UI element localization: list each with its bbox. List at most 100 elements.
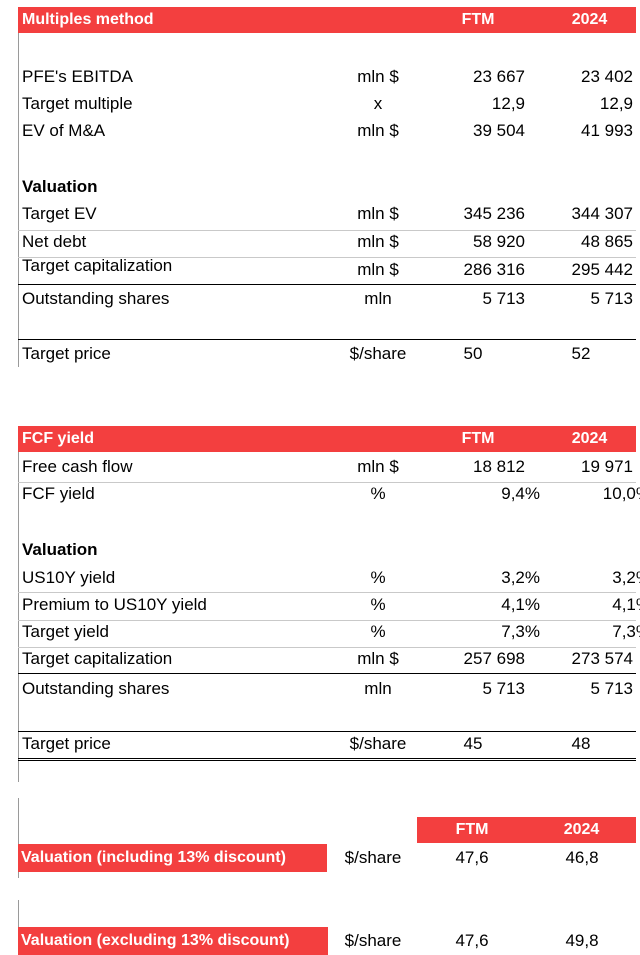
summary-label: Valuation (excluding 13% discount)	[18, 927, 328, 955]
col-header-2024: 2024	[563, 821, 600, 838]
value-2024: 23 402	[581, 67, 633, 86]
value-ftm: 3,2%	[501, 568, 540, 587]
row-unit: $/share	[344, 931, 402, 950]
value-ftm: 12,9	[491, 94, 525, 113]
table-row: Target multiple x 12,9 12,9	[18, 91, 636, 118]
col-header-2024: 2024	[571, 11, 608, 28]
table-row: Target EV mln $ 345 236 344 307	[18, 201, 636, 228]
value-ftm: 5 713	[482, 289, 525, 308]
row-unit: $/share	[344, 848, 402, 867]
value-ftm: 58 920	[473, 232, 525, 251]
row-label: Free cash flow	[22, 457, 133, 476]
row-label: US10Y yield	[22, 568, 116, 587]
value-ftm: 286 316	[463, 260, 525, 279]
summary-label-text: Valuation (excluding 13% discount)	[21, 932, 290, 949]
table-row: US10Y yield % 3,2% 3,2%	[18, 565, 640, 592]
row-separator	[18, 620, 636, 621]
target-price-row: Target price $/share 50 52	[18, 341, 636, 368]
value-2024: 273 574	[571, 649, 633, 668]
row-label: Target price	[22, 344, 111, 363]
value-ftm: 39 504	[473, 121, 525, 140]
row-label: Target price	[22, 734, 111, 753]
col-header-ftm: FTM	[455, 821, 489, 838]
total-separator	[18, 673, 636, 674]
fcf-header: FCF yield FTM 2024	[18, 426, 636, 452]
section-title: Multiples method	[22, 11, 154, 28]
value-ftm: 5 713	[482, 679, 525, 698]
row-separator	[18, 482, 636, 483]
row-unit: mln $	[357, 260, 399, 279]
row-label: Target yield	[22, 622, 109, 641]
summary-row-excluding: Valuation (excluding 13% discount) $/sha…	[18, 927, 636, 955]
value-ftm: 47,6	[455, 931, 489, 950]
col-header-ftm: FTM	[461, 11, 495, 28]
multiples-section: Multiples method FTM 2024 PFE's EBITDA m…	[18, 7, 636, 367]
row-label: Target capitalization	[22, 649, 173, 668]
bottom-double-rule	[18, 758, 636, 761]
value-2024: 5 713	[590, 679, 633, 698]
row-unit: mln $	[357, 649, 399, 668]
value-ftm: 45	[463, 734, 483, 753]
value-2024: 52	[571, 344, 591, 363]
price-separator	[18, 731, 636, 732]
value-2024: 41 993	[581, 121, 633, 140]
value-2024: 4,1%	[612, 595, 640, 614]
table-row: Outstanding shares mln 5 713 5 713	[18, 676, 636, 703]
row-separator	[18, 647, 636, 648]
valuation-subheading: Valuation	[18, 537, 636, 564]
value-ftm: 50	[463, 344, 483, 363]
value-2024: 3,2%	[612, 568, 640, 587]
multiples-header: Multiples method FTM 2024	[18, 7, 636, 33]
table-row: Premium to US10Y yield % 4,1% 4,1%	[18, 592, 640, 619]
summary-row-including: Valuation (including 13% discount) $/sha…	[18, 844, 636, 872]
row-unit: mln $	[357, 204, 399, 223]
value-2024: 295 442	[571, 260, 633, 279]
row-separator	[18, 257, 636, 258]
row-label: Target multiple	[22, 94, 133, 113]
total-separator	[18, 284, 636, 285]
fcf-section: FCF yield FTM 2024 Free cash flow mln $ …	[18, 426, 640, 782]
row-label: Premium to US10Y yield	[22, 595, 207, 614]
row-label: Net debt	[22, 232, 87, 251]
col-header-2024: 2024	[571, 430, 608, 447]
row-label: Outstanding shares	[22, 679, 170, 698]
row-separator	[18, 230, 636, 231]
value-ftm: 9,4%	[501, 484, 540, 503]
summary-label-text: Valuation (including 13% discount)	[21, 849, 286, 866]
price-separator	[18, 339, 636, 340]
subheading-label: Valuation	[22, 540, 98, 559]
summary-header: FTM 2024	[417, 817, 636, 843]
row-unit: mln	[364, 289, 392, 308]
left-border	[18, 798, 19, 878]
table-row: Target yield % 7,3% 7,3%	[18, 619, 640, 646]
table-row: Free cash flow mln $ 18 812 19 971	[18, 454, 636, 481]
row-unit: %	[370, 622, 386, 641]
row-unit: mln $	[357, 457, 399, 476]
value-ftm: 18 812	[473, 457, 525, 476]
value-2024: 49,8	[565, 931, 599, 950]
value-2024: 344 307	[571, 204, 633, 223]
table-row: Outstanding shares mln 5 713 5 713	[18, 286, 636, 313]
value-2024: 48 865	[581, 232, 633, 251]
value-2024: 19 971	[581, 457, 633, 476]
left-border	[18, 33, 19, 367]
row-unit: mln $	[357, 121, 399, 140]
valuation-subheading: Valuation	[18, 174, 636, 201]
table-row: PFE's EBITDA mln $ 23 667 23 402	[18, 64, 636, 91]
summary-label: Valuation (including 13% discount)	[18, 844, 327, 872]
subheading-label: Valuation	[22, 177, 98, 196]
value-2024: 5 713	[590, 289, 633, 308]
table-row: EV of M&A mln $ 39 504 41 993	[18, 118, 636, 145]
row-label: PFE's EBITDA	[22, 67, 133, 86]
value-2024: 12,9	[599, 94, 633, 113]
table-row: Target capitalization mln $ 286 316 295 …	[18, 255, 636, 282]
row-label: FCF yield	[22, 484, 95, 503]
value-ftm: 7,3%	[501, 622, 540, 641]
value-2024: 7,3%	[612, 622, 640, 641]
row-unit: mln $	[357, 232, 399, 251]
row-separator	[18, 592, 636, 593]
table-row: Net debt mln $ 58 920 48 865	[18, 229, 636, 256]
target-price-row: Target price $/share 45 48	[18, 731, 636, 758]
value-2024: 46,8	[565, 848, 599, 867]
left-border	[18, 900, 19, 930]
